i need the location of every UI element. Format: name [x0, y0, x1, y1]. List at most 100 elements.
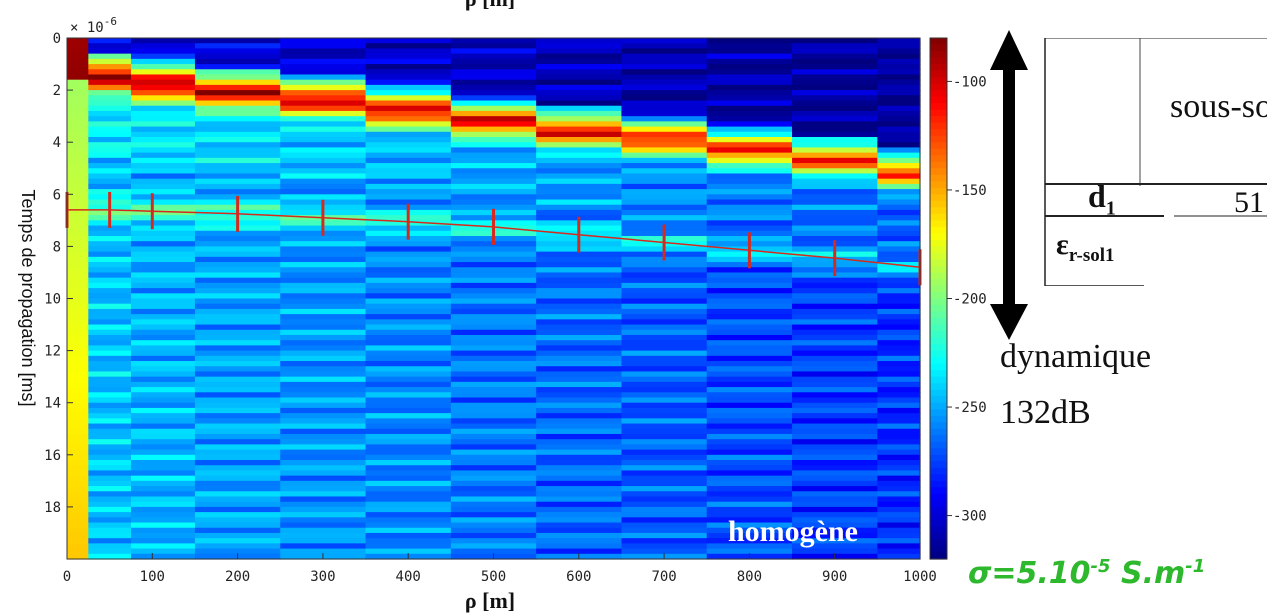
heatmap-cell [280, 131, 367, 138]
heatmap-cell [536, 345, 623, 352]
heatmap-cell [450, 538, 537, 544]
heatmap-cell [706, 517, 793, 524]
heatmap-cell [621, 433, 708, 440]
colorbar-segment [930, 532, 947, 541]
heatmap-cell [88, 381, 132, 388]
colorbar-segment [930, 467, 947, 475]
heatmap-cell [194, 251, 281, 258]
heatmap-cell [67, 178, 89, 185]
heatmap-cell [67, 53, 89, 60]
heatmap-cell [536, 69, 623, 76]
heatmap-cell [877, 147, 921, 154]
heatmap-cell [67, 267, 89, 274]
heatmap-cell [621, 163, 708, 169]
heatmap-cell [792, 136, 878, 143]
heatmap-cell [88, 334, 132, 341]
colorbar-segment [930, 200, 947, 208]
heatmap-cell [877, 308, 921, 315]
heatmap-cell [67, 272, 89, 279]
heatmap-cell [536, 371, 623, 378]
heatmap-cell [67, 189, 89, 195]
heatmap-cell [621, 173, 708, 180]
heatmap-cell [706, 392, 793, 399]
heatmap-cell [706, 116, 793, 122]
heatmap-cell [130, 512, 196, 518]
heatmap-cell [67, 324, 89, 331]
heatmap-cell [792, 324, 878, 331]
heatmap-cell [280, 173, 367, 180]
heatmap-cell [365, 84, 452, 91]
heatmap-cell [450, 407, 537, 414]
heatmap-cell [792, 538, 878, 544]
heatmap-cell [194, 277, 281, 284]
heatmap-cell [280, 256, 367, 263]
heatmap-cell [706, 136, 793, 143]
colorbar-segment [930, 259, 947, 267]
heatmap-cell [67, 303, 89, 310]
heatmap-cell [280, 48, 367, 55]
heatmap-cell [194, 38, 281, 44]
heatmap-cell [450, 428, 537, 435]
heatmap-cell [67, 262, 89, 268]
colorbar-segment [930, 474, 947, 482]
heatmap-cell [877, 444, 921, 451]
heatmap-cell [536, 548, 623, 555]
heatmap-cell [792, 298, 878, 305]
heatmap-cell [792, 392, 878, 399]
heatmap-cell [130, 173, 196, 180]
heatmap-cell [365, 361, 452, 367]
heatmap-cell [67, 428, 89, 435]
heatmap-cell [792, 366, 878, 373]
heatmap-cell [877, 199, 921, 206]
heatmap-cell [280, 345, 367, 352]
heatmap-cell [621, 512, 708, 518]
heatmap-cell [536, 475, 623, 482]
heatmap-cell [877, 475, 921, 482]
heatmap-cell [706, 157, 793, 164]
heatmap-cell [706, 126, 793, 133]
heatmap-cell [130, 110, 196, 117]
heatmap-cell [706, 38, 793, 44]
heatmap-cell [194, 90, 281, 96]
heatmap-cell [130, 548, 196, 555]
heatmap-cell [792, 152, 878, 159]
heatmap-cell [130, 444, 196, 451]
heatmap-cell [536, 413, 623, 419]
heatmap-cell [88, 517, 132, 524]
heatmap-cell [450, 204, 537, 211]
heatmap-cell [67, 142, 89, 149]
x-tick-label: 600 [566, 569, 591, 585]
heatmap-cell [280, 340, 367, 346]
heatmap-cell [365, 319, 452, 326]
colorbar-segment [930, 272, 947, 280]
heatmap-cell [792, 350, 878, 357]
heatmap-cell [621, 142, 708, 149]
heatmap-cell [877, 486, 921, 492]
heatmap-cell [280, 293, 367, 300]
heatmap-cell [365, 38, 452, 44]
heatmap-cell [130, 413, 196, 419]
heatmap-cell [536, 288, 623, 294]
heatmap-cell [365, 74, 452, 81]
heatmap-cell [67, 199, 89, 206]
heatmap-cell [877, 131, 921, 138]
heatmap-cell [280, 168, 367, 175]
heatmap-cell [194, 449, 281, 456]
heatmap-cell [280, 329, 367, 336]
heatmap-cell [450, 527, 537, 534]
heatmap-cell [365, 194, 452, 201]
heatmap-cell [706, 506, 793, 513]
heatmap-cell [194, 79, 281, 86]
heatmap-cell [877, 215, 921, 221]
heatmap-cell [877, 173, 921, 180]
heatmap-cell [450, 340, 537, 346]
heatmap-cell [88, 460, 132, 466]
heatmap-cell [877, 397, 921, 404]
heatmap-cell [130, 532, 196, 539]
heatmap-cell [365, 183, 452, 190]
heatmap-cell [706, 355, 793, 362]
heatmap-cell [877, 512, 921, 518]
heatmap-cell [621, 147, 708, 154]
heatmap-cell [792, 355, 878, 362]
heatmap-cell [365, 527, 452, 534]
